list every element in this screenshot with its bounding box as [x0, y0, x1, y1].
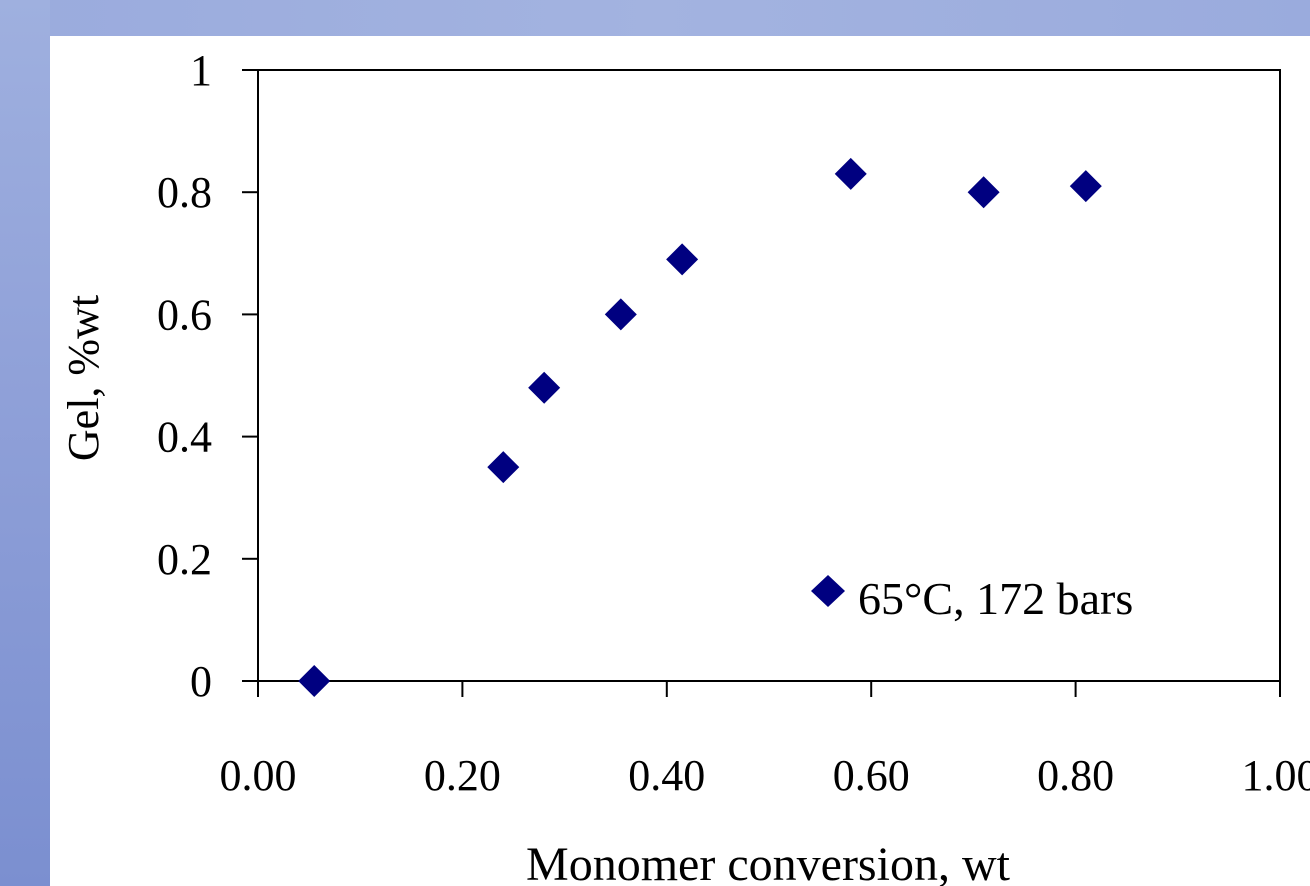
x-tick-label: 0.40: [628, 751, 705, 800]
slide-top-band: [0, 0, 1310, 36]
y-tick-label: 0: [190, 657, 212, 706]
x-axis: 0.00 0.20 0.40 0.60 0.80 1.00: [220, 681, 1310, 800]
data-point: [528, 371, 561, 404]
y-tick-label: 0.4: [157, 413, 212, 462]
y-tick-label: 0.2: [157, 535, 212, 584]
x-tick-label: 0.20: [424, 751, 501, 800]
x-tick-label: 1.00: [1242, 751, 1310, 800]
x-tick-label: 0.60: [833, 751, 910, 800]
x-axis-label: Monomer conversion, wt: [526, 838, 1011, 886]
data-point: [1069, 170, 1102, 203]
y-axis: 0 0.2 0.4 0.6 0.8 1: [157, 46, 258, 706]
legend: 65°C, 172 bars: [811, 573, 1133, 624]
plot-frame: [257, 69, 1281, 682]
data-point: [604, 298, 637, 331]
y-tick-label: 1: [190, 46, 212, 95]
data-point: [666, 243, 699, 276]
data-series: [298, 157, 1102, 697]
data-point: [487, 451, 520, 484]
data-point: [834, 157, 867, 190]
y-tick-label: 0.8: [157, 168, 212, 217]
y-tick-label: 0.6: [157, 290, 212, 339]
y-axis-label: Gel, %wt: [59, 295, 108, 461]
legend-label: 65°C, 172 bars: [858, 573, 1133, 624]
x-tick-label: 0.80: [1037, 751, 1114, 800]
slide-left-band: [0, 0, 50, 886]
data-point: [298, 665, 331, 697]
x-tick-label: 0.00: [220, 751, 297, 800]
data-point: [967, 176, 1000, 209]
chart-area: [50, 36, 1310, 886]
legend-marker-icon: [811, 575, 845, 607]
